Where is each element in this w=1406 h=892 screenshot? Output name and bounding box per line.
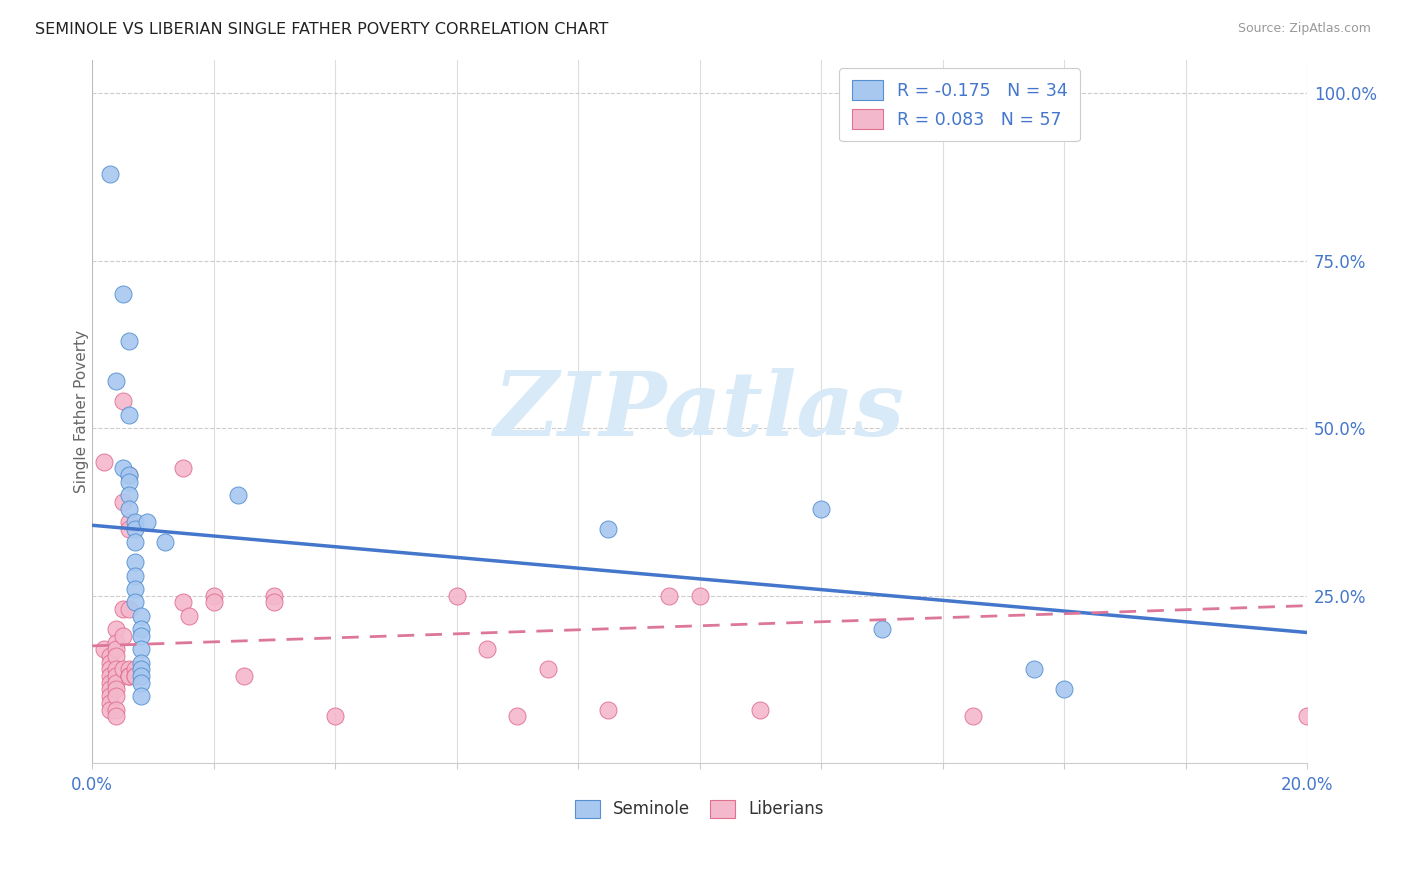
Point xyxy=(100,689,122,703)
Point xyxy=(962,709,984,723)
Point xyxy=(117,475,139,489)
Point xyxy=(506,709,529,723)
Point xyxy=(105,662,128,676)
Point xyxy=(105,682,128,697)
Point xyxy=(870,622,893,636)
Point xyxy=(105,374,128,388)
Point xyxy=(105,702,128,716)
Point xyxy=(598,522,620,536)
Point xyxy=(172,461,194,475)
Point xyxy=(124,522,146,536)
Point xyxy=(124,515,146,529)
Point xyxy=(226,488,249,502)
Point xyxy=(100,167,122,181)
Point xyxy=(93,642,115,657)
Y-axis label: Single Father Poverty: Single Father Poverty xyxy=(73,330,89,493)
Point xyxy=(124,662,146,676)
Point xyxy=(117,662,139,676)
Point xyxy=(117,522,139,536)
Point xyxy=(111,662,134,676)
Point xyxy=(129,608,152,623)
Point xyxy=(124,595,146,609)
Point xyxy=(100,656,122,670)
Point xyxy=(810,501,832,516)
Point xyxy=(100,669,122,683)
Point xyxy=(105,709,128,723)
Point xyxy=(105,675,128,690)
Point xyxy=(111,394,134,409)
Point xyxy=(111,461,134,475)
Point xyxy=(658,589,681,603)
Point xyxy=(124,568,146,582)
Point xyxy=(117,602,139,616)
Point xyxy=(100,675,122,690)
Point xyxy=(749,702,772,716)
Point xyxy=(124,669,146,683)
Point xyxy=(689,589,711,603)
Point xyxy=(124,582,146,596)
Point xyxy=(105,648,128,663)
Point xyxy=(117,669,139,683)
Point xyxy=(117,408,139,422)
Point xyxy=(117,468,139,483)
Point xyxy=(100,662,122,676)
Text: ZIPatlas: ZIPatlas xyxy=(494,368,905,455)
Point xyxy=(263,595,285,609)
Point xyxy=(105,622,128,636)
Point xyxy=(129,669,152,683)
Point xyxy=(135,515,157,529)
Point xyxy=(105,669,128,683)
Point xyxy=(117,669,139,683)
Point xyxy=(202,595,225,609)
Point xyxy=(172,595,194,609)
Point xyxy=(1053,682,1076,697)
Point xyxy=(475,642,498,657)
Point xyxy=(124,669,146,683)
Point xyxy=(117,501,139,516)
Text: SEMINOLE VS LIBERIAN SINGLE FATHER POVERTY CORRELATION CHART: SEMINOLE VS LIBERIAN SINGLE FATHER POVER… xyxy=(35,22,609,37)
Point xyxy=(111,629,134,643)
Point xyxy=(537,662,560,676)
Point xyxy=(124,555,146,569)
Point xyxy=(598,702,620,716)
Point xyxy=(129,662,152,676)
Point xyxy=(323,709,346,723)
Point xyxy=(111,287,134,301)
Point xyxy=(100,648,122,663)
Point xyxy=(129,689,152,703)
Point xyxy=(129,675,152,690)
Point xyxy=(117,468,139,483)
Point xyxy=(129,642,152,657)
Point xyxy=(105,689,128,703)
Point xyxy=(129,656,152,670)
Point xyxy=(1296,709,1319,723)
Point xyxy=(100,682,122,697)
Point xyxy=(179,608,201,623)
Point xyxy=(117,488,139,502)
Point xyxy=(129,622,152,636)
Point xyxy=(202,589,225,603)
Text: Source: ZipAtlas.com: Source: ZipAtlas.com xyxy=(1237,22,1371,36)
Point xyxy=(129,629,152,643)
Point xyxy=(153,535,176,549)
Point xyxy=(263,589,285,603)
Point xyxy=(233,669,256,683)
Point xyxy=(1022,662,1045,676)
Point xyxy=(446,589,468,603)
Point xyxy=(117,334,139,348)
Point xyxy=(100,696,122,710)
Point xyxy=(117,515,139,529)
Point xyxy=(111,602,134,616)
Point xyxy=(105,635,128,649)
Point xyxy=(111,495,134,509)
Point xyxy=(105,642,128,657)
Point xyxy=(117,669,139,683)
Point xyxy=(100,702,122,716)
Point xyxy=(124,535,146,549)
Legend: Seminole, Liberians: Seminole, Liberians xyxy=(568,793,831,825)
Point xyxy=(93,455,115,469)
